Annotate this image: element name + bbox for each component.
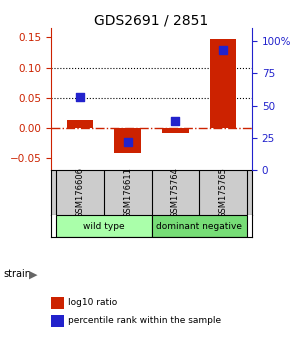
Point: [77, 94, 82, 99]
Point: [221, 47, 226, 53]
Text: GSM176606: GSM176606: [75, 167, 84, 218]
Text: GSM176611: GSM176611: [123, 167, 132, 218]
Bar: [162, 128, 189, 133]
Bar: [152, 215, 247, 237]
Bar: [114, 128, 141, 153]
Text: log10 ratio: log10 ratio: [68, 298, 117, 307]
Text: dominant negative: dominant negative: [156, 222, 242, 230]
Text: strain: strain: [3, 269, 31, 279]
Text: percentile rank within the sample: percentile rank within the sample: [68, 316, 220, 325]
Text: ▶: ▶: [28, 270, 37, 280]
Point: [173, 118, 178, 124]
Bar: [56, 215, 152, 237]
Title: GDS2691 / 2851: GDS2691 / 2851: [94, 13, 208, 27]
Bar: [210, 39, 236, 128]
Text: GSM175765: GSM175765: [219, 167, 228, 218]
Point: [125, 139, 130, 145]
Text: wild type: wild type: [83, 222, 124, 230]
Text: GSM175764: GSM175764: [171, 167, 180, 218]
Bar: [67, 120, 93, 128]
